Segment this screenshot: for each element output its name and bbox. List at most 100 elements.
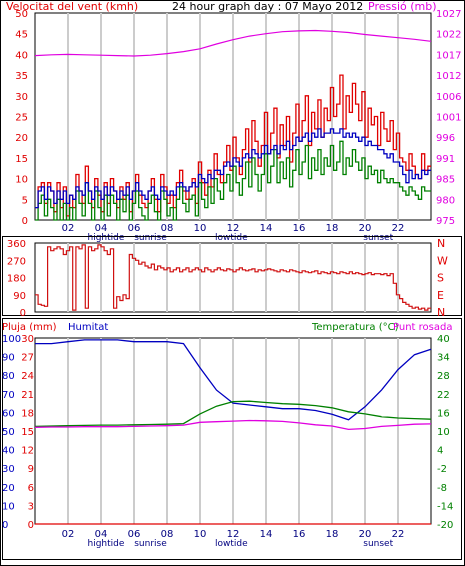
hour-tick-label: 08 (161, 529, 174, 540)
temperature-axis-tick: 16 (437, 408, 450, 419)
hour-tick-label: 20 (359, 529, 372, 540)
hour-tick-label: 14 (260, 223, 273, 234)
dew-point-label: Punt rosada (393, 322, 452, 333)
rain-axis-tick: 12 (21, 446, 34, 457)
pressure-axis-tick: 975 (436, 216, 455, 227)
temperature-axis-tick: 4 (437, 446, 443, 457)
direction-axis-tick: 180 (7, 274, 26, 285)
pressure-axis-tick: 985 (436, 175, 455, 186)
hour-tick-label: 22 (392, 223, 405, 234)
humidity-axis-tick: 10 (2, 501, 15, 512)
rain-label: Pluja (mm) (2, 322, 57, 333)
humidity-axis-tick: 40 (2, 446, 15, 457)
event-label-hightide: hightide (87, 539, 124, 549)
humidity-axis-tick: 80 (2, 371, 15, 382)
temperature-axis-tick: 28 (437, 371, 450, 382)
event-label-sunrise: sunrise (134, 539, 167, 549)
pressure-axis-tick: 1022 (436, 30, 461, 41)
wind-axis-tick: 50 (15, 9, 28, 20)
rain-axis-tick: 27 (21, 353, 34, 364)
wind-axis-tick: 20 (15, 133, 28, 144)
hour-tick-label: 16 (293, 529, 306, 540)
event-label-hightide: hightide (87, 233, 124, 243)
dew-point-line (34, 419, 432, 431)
hour-tick-label: 18 (326, 223, 339, 234)
humidity-label: Humitat (68, 322, 108, 333)
hour-tick-label: 12 (227, 529, 240, 540)
hour-tick-label: 02 (62, 223, 75, 234)
wind-axis-tick: 5 (22, 195, 28, 206)
rain-humidity-temp-panel: 0 3 6 9 12 15 18 21 24 27 30 0 10 20 30 40 50 60 70 80 90 10… (2, 334, 453, 549)
direction-axis-tick: 0 (20, 308, 26, 319)
rain-axis-tick: 21 (21, 390, 34, 401)
hour-tick-label: 02 (62, 529, 75, 540)
humidity-line (35, 339, 432, 421)
pressure-axis-tick: 996 (436, 133, 455, 144)
wind-axis-tick: 10 (15, 175, 28, 186)
temperature-line (34, 400, 432, 428)
compass-label: N (437, 306, 445, 319)
humidity-axis-tick: 70 (2, 390, 15, 401)
hour-tick-label: 06 (128, 223, 141, 234)
wind-axis-tick: 15 (15, 154, 28, 165)
pressure-axis-tick: 1006 (436, 92, 461, 103)
rain-humidity-temp-frame (2, 318, 462, 560)
temperature-axis-tick: 10 (437, 427, 450, 438)
temperature-axis-tick: -8 (437, 483, 447, 494)
wind-direction-frame (2, 236, 462, 316)
wind-axis-tick: 35 (15, 71, 28, 82)
hour-tick-label: 16 (293, 223, 306, 234)
humidity-axis-tick: 0 (2, 520, 8, 531)
hour-tick-label: 06 (128, 529, 141, 540)
compass-label: N (437, 237, 445, 250)
rain-axis-tick: 9 (28, 464, 34, 475)
wind-axis-tick: 45 (15, 30, 28, 41)
rain-axis-tick: 0 (28, 520, 34, 531)
hour-tick-label: 08 (161, 223, 174, 234)
hour-tick-label: 22 (392, 529, 405, 540)
pressure-title: Pressió (mb) (368, 0, 437, 13)
hour-tick-label: 10 (194, 223, 207, 234)
hour-tick-label: 14 (260, 529, 273, 540)
wind-average-line (35, 128, 431, 209)
temperature-axis-tick: -20 (437, 520, 453, 531)
humidity-axis-tick: 50 (2, 427, 15, 438)
wind-title: Velocitat del vent (kmh) (6, 0, 138, 13)
rain-axis-tick: 3 (28, 501, 34, 512)
pressure-axis-tick: 991 (436, 154, 455, 165)
pressure-axis-tick: 1027 (436, 9, 461, 20)
hour-tick-label: 04 (95, 529, 108, 540)
temperature-axis-tick: 40 (437, 334, 450, 345)
temperature-axis-tick: 22 (437, 390, 450, 401)
rain-axis-tick: 6 (28, 483, 34, 494)
pressure-axis-tick: 1012 (436, 71, 461, 82)
direction-axis-tick: 360 (7, 239, 26, 250)
rain-axis-tick: 15 (21, 427, 34, 438)
temperature-axis-tick: 34 (437, 353, 450, 364)
pressure-axis-tick: 1017 (436, 50, 461, 61)
temperature-axis-tick: -2 (437, 464, 447, 475)
event-label-sunset: sunset (363, 539, 393, 549)
event-label-sunset: sunset (363, 233, 393, 243)
wind-axis-tick: 0 (22, 216, 28, 227)
humidity-axis-tick: 100 (2, 334, 21, 345)
pressure-axis-tick: 1001 (436, 113, 461, 124)
rain-axis-tick: 24 (21, 371, 34, 382)
temperature-label: Temperatura (°C) (311, 322, 399, 333)
compass-label: S (437, 272, 444, 285)
graph-date-title: 24 hour graph day : 07 Mayo 2012 (172, 0, 363, 13)
pressure-line (34, 29, 432, 57)
humidity-axis-tick: 30 (2, 464, 15, 475)
pressure-axis-tick: 980 (436, 195, 455, 206)
hour-tick-label: 12 (227, 223, 240, 234)
wind-axis-tick: 40 (15, 50, 28, 61)
hour-tick-label: 18 (326, 529, 339, 540)
direction-axis-tick: 270 (7, 256, 26, 267)
event-label-lowtide: lowtide (215, 233, 248, 243)
hour-tick-label: 20 (359, 223, 372, 234)
wind-direction-line (35, 244, 431, 311)
wind-speed-line (35, 140, 431, 221)
wind-axis-tick: 30 (15, 92, 28, 103)
